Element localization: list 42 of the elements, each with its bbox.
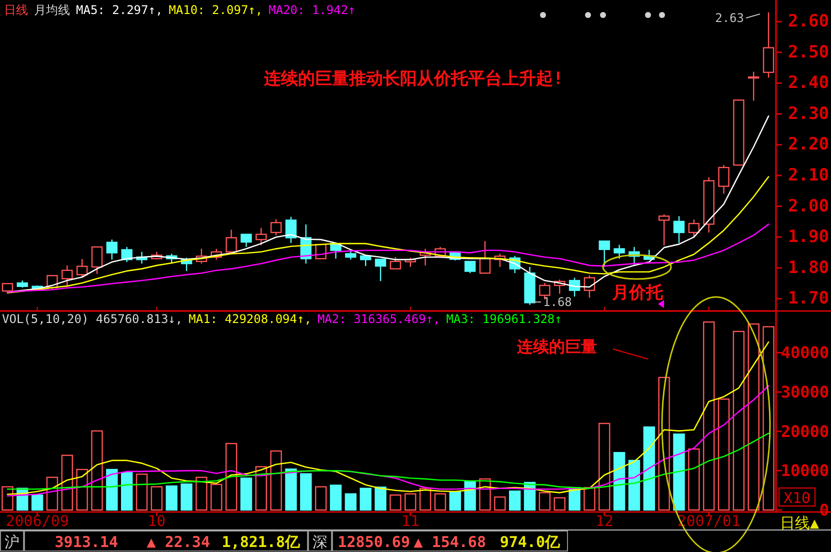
text: 深 [312, 533, 328, 551]
y-tick-label: 1.70 [788, 288, 829, 309]
y-tick-label: 2.60 [788, 12, 829, 32]
y-tick-label: 2.40 [788, 73, 829, 94]
text: MA3: 196961.328↑ [446, 312, 562, 326]
y-tick-label: 30000 [780, 382, 829, 402]
text: MA20: 1.942↑ [268, 3, 356, 17]
text: MA2: 316365.469↑, [317, 312, 440, 326]
x-tick-label: 12 [595, 512, 614, 530]
y-tick-label: 10000 [780, 461, 829, 480]
y-tick-label: 2.50 [788, 42, 829, 62]
y-tick-label: 2.30 [788, 104, 829, 124]
text: 沪 [4, 533, 20, 551]
text: 974.0亿 [500, 533, 561, 551]
y-tick-label: 1.80 [788, 258, 829, 278]
text: ▲ 154.68 [414, 533, 486, 551]
y-tick-label: 2.00 [788, 196, 829, 216]
x-tick-label: 10 [148, 512, 166, 530]
text: ▲ 22.34 [146, 533, 210, 551]
chart-subtitle: 月均线 [34, 3, 70, 17]
annotation: 连续的巨量 [516, 337, 597, 356]
annotation: 1.68 [543, 295, 572, 309]
text: MA10: 2.097↑, [168, 3, 263, 17]
text: 3913.14 [54, 533, 118, 551]
text: 日线▲ [780, 514, 820, 532]
y-tick-label: 40000 [780, 343, 829, 362]
x-tick-label: 2006/09 [6, 512, 69, 530]
text: MA5: 2.297↑, [76, 3, 163, 17]
y-tick-label: 2.20 [788, 134, 829, 155]
y-tick-label: 20000 [780, 422, 829, 441]
x-tick-label: 11 [401, 512, 420, 530]
annotation: 连续的巨量推动长阳从价托平台上升起! [263, 69, 564, 89]
y-tick-label: 1.90 [788, 227, 829, 248]
text: 1,821.8亿 [222, 533, 301, 551]
y-tick-label: 2.10 [788, 166, 829, 186]
chart-title: 日线 [4, 3, 28, 17]
annotation: 2.63 [715, 11, 744, 25]
annotation: 月价托 [611, 283, 664, 303]
text: 12850.69 [338, 533, 410, 551]
text: MA1: 429208.094↑, [188, 312, 312, 326]
chart-title: VOL(5,10,20) 465760.813↓, [2, 312, 183, 326]
text: X10 [783, 489, 811, 507]
